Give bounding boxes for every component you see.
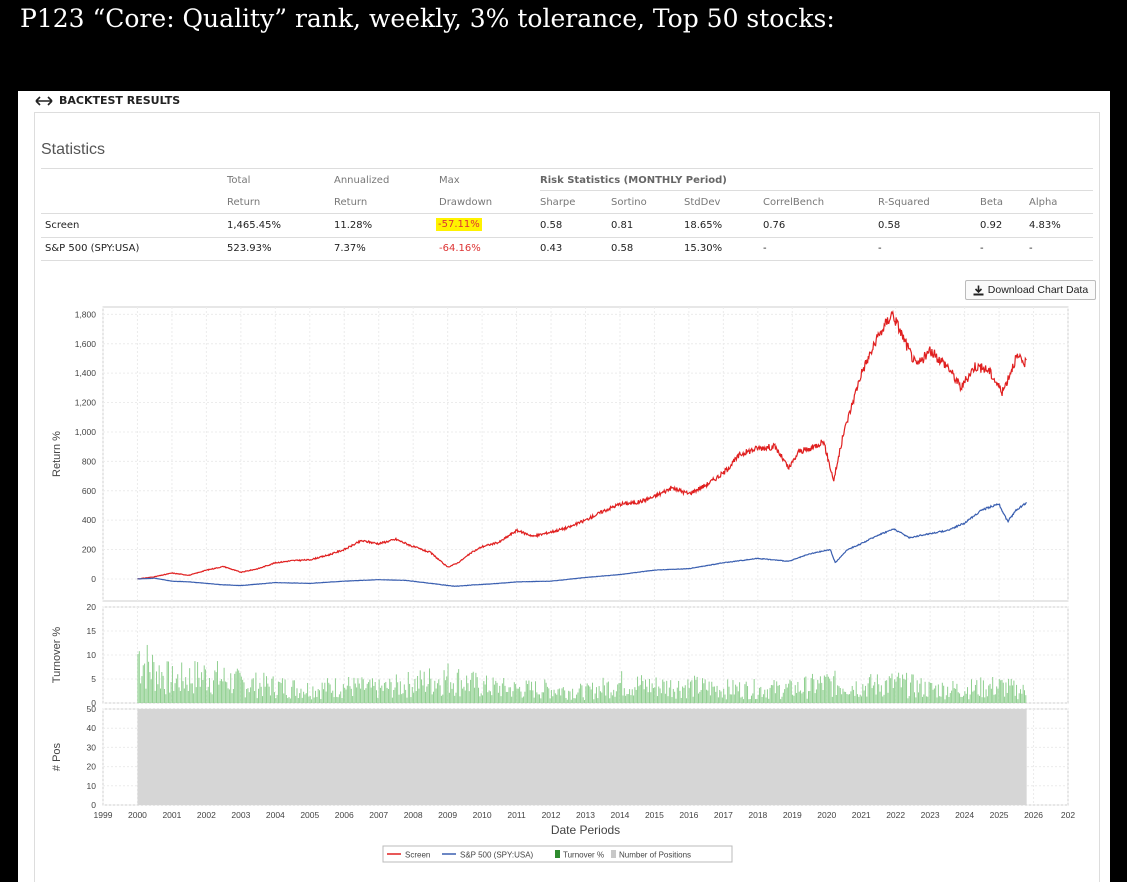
divider <box>41 237 1093 238</box>
panel-title: BACKTEST RESULTS <box>59 94 181 107</box>
divider <box>540 190 1093 191</box>
row-screen-beta: 0.92 <box>980 220 1003 231</box>
row-spy-stddev: 15.30% <box>684 243 723 254</box>
download-icon <box>973 285 984 295</box>
header-sortino: Sortino <box>611 197 647 208</box>
row-spy-total: 523.93% <box>227 243 272 254</box>
row-screen-name: Screen <box>45 220 80 231</box>
row-spy-beta: - <box>980 243 984 254</box>
row-screen-sharpe: 0.58 <box>540 220 563 231</box>
download-label: Download Chart Data <box>987 284 1089 296</box>
header-beta: Beta <box>980 197 1004 208</box>
header-alpha: Alpha <box>1029 197 1058 208</box>
row-spy-maxdd: -64.16% <box>439 243 481 254</box>
row-spy-sortino: 0.58 <box>611 243 634 254</box>
header-annualized-1: Annualized <box>334 175 390 186</box>
header-risk-group: Risk Statistics (MONTHLY Period) <box>540 175 727 186</box>
row-screen-sortino: 0.81 <box>611 220 634 231</box>
divider <box>41 168 1093 169</box>
divider <box>41 260 1093 261</box>
header-annualized-2: Return <box>334 197 368 208</box>
header-total-1: Total <box>227 175 251 186</box>
row-spy-alpha: - <box>1029 243 1033 254</box>
row-spy-sharpe: 0.43 <box>540 243 563 254</box>
row-screen-stddev: 18.65% <box>684 220 723 231</box>
download-chart-data-button[interactable]: Download Chart Data <box>965 280 1096 300</box>
divider <box>41 213 1093 214</box>
row-screen-correl: 0.76 <box>763 220 786 231</box>
statistics-section: Statistics Total Return Annualized Retur… <box>34 112 1100 882</box>
header-sharpe: Sharpe <box>540 197 576 208</box>
row-spy-correl: - <box>763 243 767 254</box>
header-rsquared: R-Squared <box>878 197 930 208</box>
header-correlbench: CorrelBench <box>763 197 825 208</box>
row-screen-rsquared: 0.58 <box>878 220 901 231</box>
row-screen-total: 1,465.45% <box>227 220 282 231</box>
expand-arrows-icon[interactable] <box>35 95 53 106</box>
row-spy-rsquared: - <box>878 243 882 254</box>
row-spy-name: S&P 500 (SPY:USA) <box>45 243 140 254</box>
row-screen-annualized: 11.28% <box>334 220 373 231</box>
row-screen-maxdd: -57.11% <box>436 218 482 231</box>
backtest-panel: BACKTEST RESULTS Statistics Total Return… <box>18 91 1110 882</box>
header-stddev: StdDev <box>684 197 721 208</box>
header-maxdd-1: Max <box>439 175 460 186</box>
header-total-2: Return <box>227 197 261 208</box>
panel-header[interactable]: BACKTEST RESULTS <box>35 94 180 107</box>
row-spy-annualized: 7.37% <box>334 243 366 254</box>
row-screen-alpha: 4.83% <box>1029 220 1061 231</box>
caption: P123 “Core: Quality” rank, weekly, 3% to… <box>20 4 835 33</box>
header-maxdd-2: Drawdown <box>439 197 493 208</box>
statistics-title: Statistics <box>41 141 106 158</box>
